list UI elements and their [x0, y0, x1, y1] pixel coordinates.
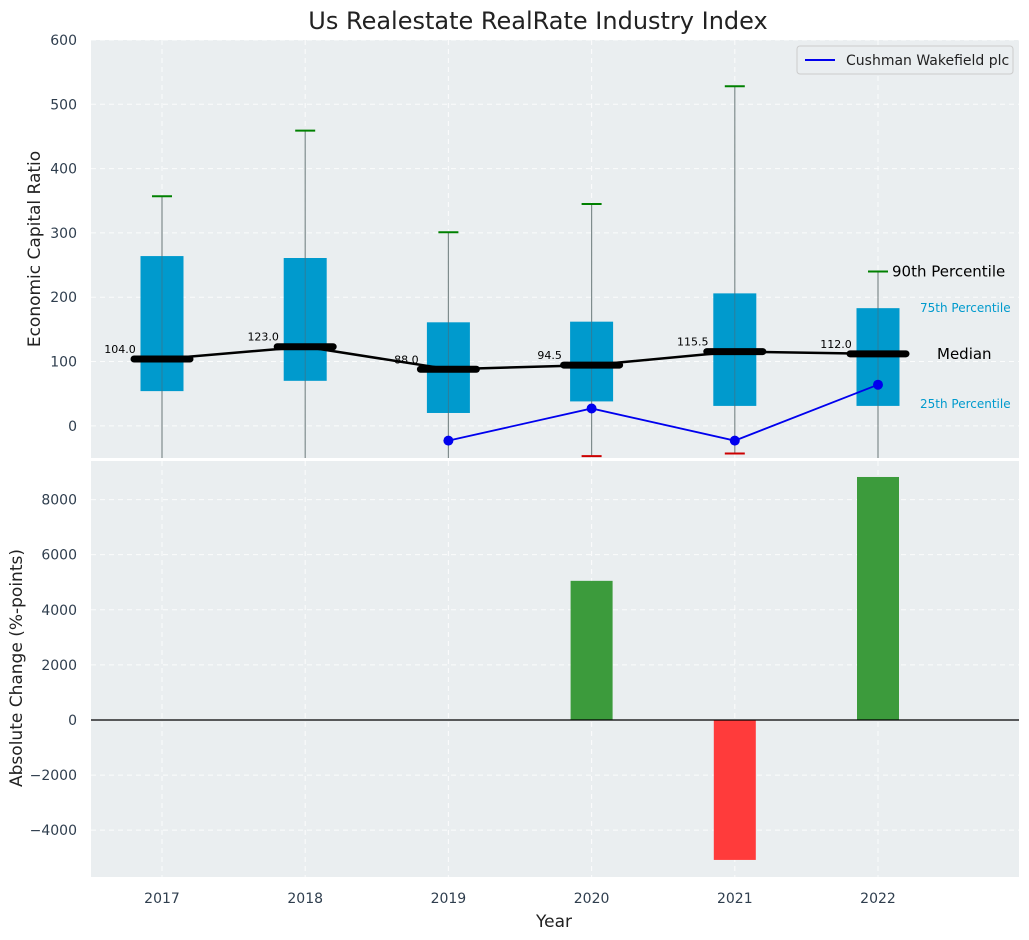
annotation-90th-percentile: 90th Percentile [892, 263, 1005, 281]
top-y-tick-label: 0 [68, 419, 77, 435]
top-plot-area [130, 85, 910, 458]
top-y-tick-label: 600 [50, 33, 77, 49]
bottom-panel: −4000 −2000 0 2000 4000 6000 8000 2017 2018 2019 2… [30, 461, 1019, 907]
chart-title: Us Realestate RealRate Industry Index [308, 7, 767, 35]
change-bar [570, 580, 613, 720]
annotation-median: Median [937, 345, 992, 363]
series-line-cushman-wakefield [448, 383, 879, 442]
x-tick-label: 2020 [574, 891, 610, 907]
bottom-y-tick-label: 6000 [41, 548, 77, 564]
series-point [873, 379, 883, 390]
bottom-y-axis-label: Absolute Change (%-points) [7, 549, 27, 787]
median-data-label: 94.5 [537, 349, 562, 362]
median-data-label: 115.5 [677, 336, 709, 349]
bottom-y-tick-label: −2000 [30, 768, 77, 784]
series-point [586, 403, 597, 414]
top-panel: 0 100 200 300 400 500 600 104.0 123.0 88.0 94.5 115… [50, 33, 1019, 458]
annotation-75th-percentile: 75th Percentile [920, 301, 1011, 315]
top-y-tick-label: 500 [50, 97, 77, 113]
x-tick-label: 2017 [144, 891, 180, 907]
bottom-y-tick-label: 0 [68, 713, 77, 729]
legend: Cushman Wakefield plc [796, 45, 1014, 75]
legend-label: Cushman Wakefield plc [846, 53, 1009, 69]
x-tick-label: 2022 [860, 891, 896, 907]
change-bar [857, 476, 899, 720]
legend-box [796, 45, 1014, 75]
median-data-label: 104.0 [104, 343, 136, 356]
top-y-tick-label: 200 [50, 290, 77, 306]
series-point [729, 435, 740, 446]
median-data-label: 88.0 [394, 353, 419, 366]
bottom-y-tick-label: 4000 [41, 603, 77, 619]
x-tick-label: 2019 [431, 891, 467, 907]
x-tick-label: 2021 [717, 891, 753, 907]
bottom-y-tick-label: 8000 [41, 493, 77, 509]
top-y-tick-label: 300 [50, 226, 77, 242]
annotation-25th-percentile: 25th Percentile [920, 397, 1011, 411]
bottom-plot-area [570, 476, 899, 860]
top-y-tick-label: 100 [50, 355, 77, 371]
bottom-y-tick-label: 2000 [41, 658, 77, 674]
change-bar [713, 719, 756, 860]
median-data-label: 123.0 [247, 331, 279, 344]
bottom-y-tick-label: −4000 [30, 823, 77, 839]
median-data-label: 112.0 [820, 338, 852, 351]
top-y-tick-label: 400 [50, 162, 77, 178]
x-axis-label: Year [535, 912, 572, 932]
series-point [443, 435, 454, 446]
top-y-axis-label: Economic Capital Ratio [25, 151, 45, 347]
x-tick-label: 2018 [287, 891, 323, 907]
